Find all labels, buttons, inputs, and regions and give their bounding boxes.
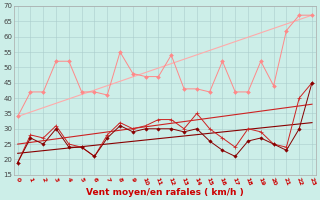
X-axis label: Vent moyen/en rafales ( km/h ): Vent moyen/en rafales ( km/h ) [86, 188, 244, 197]
